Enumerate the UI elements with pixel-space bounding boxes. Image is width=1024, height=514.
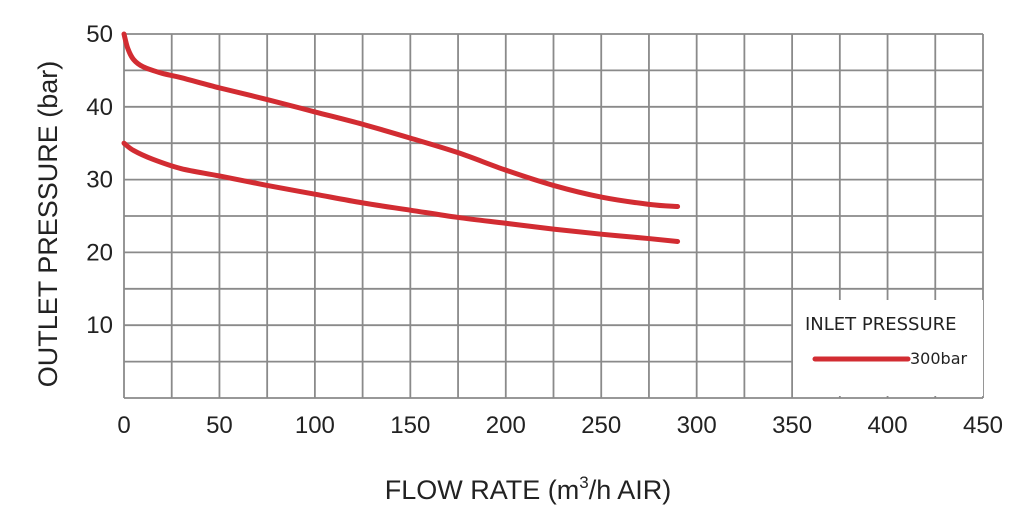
x-tick-label: 250	[581, 412, 621, 439]
y-tick-label: 10	[86, 312, 113, 339]
x-tick-label: 350	[772, 412, 812, 439]
series-layer	[121, 31, 681, 244]
y-axis-title: OUTLET PRESSURE (bar)	[33, 61, 63, 388]
legend-title: INLET PRESSURE	[805, 314, 957, 335]
x-tick-label: 0	[117, 412, 130, 439]
legend-entry-300bar: 300bar	[910, 349, 968, 368]
x-axis-title-tail: /h AIR)	[589, 475, 672, 505]
x-tick-labels: 0 50 100 150 200 250 300 350 400 450	[117, 412, 1003, 439]
x-axis-title: FLOW RATE (m3/h AIR)	[385, 473, 671, 505]
x-tick-label: 400	[868, 412, 908, 439]
series-line-2	[121, 140, 681, 244]
y-tick-label: 50	[86, 21, 113, 48]
y-tick-label: 20	[86, 239, 113, 266]
x-tick-label: 150	[390, 412, 430, 439]
y-tick-label: 40	[86, 94, 113, 121]
x-tick-label: 450	[963, 412, 1003, 439]
x-tick-label: 100	[295, 412, 335, 439]
x-axis-title-main: FLOW RATE (m	[385, 475, 579, 505]
y-tick-labels: 10 20 30 40 50	[86, 21, 113, 339]
series-line-1	[121, 31, 681, 210]
legend-box	[793, 300, 983, 396]
y-tick-label: 30	[86, 167, 113, 194]
x-tick-label: 200	[486, 412, 526, 439]
x-axis-title-sup: 3	[579, 473, 588, 492]
x-tick-label: 300	[677, 412, 717, 439]
x-tick-label: 50	[206, 412, 233, 439]
